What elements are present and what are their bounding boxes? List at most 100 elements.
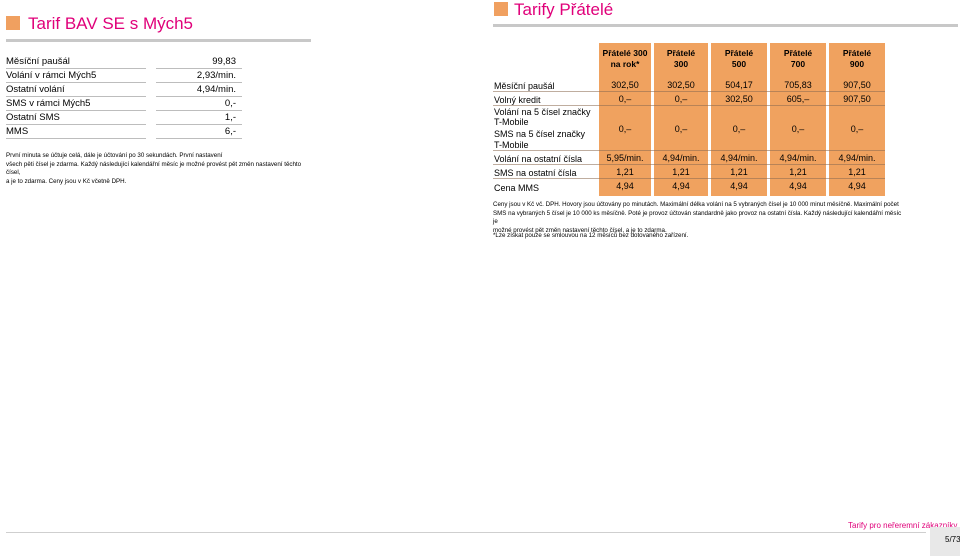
- row-divider: [6, 82, 146, 83]
- cell-value: 5,95/min.: [606, 153, 644, 163]
- right-note: Ceny jsou v Kč vč. DPH. Hovory jsou účto…: [493, 201, 903, 235]
- row-label: T-Mobile: [494, 140, 529, 150]
- note-line: Ceny jsou v Kč vč. DPH. Hovory jsou účto…: [493, 201, 899, 208]
- row-label: T-Mobile: [494, 117, 529, 127]
- note-line: a je to zdarma. Ceny jsou v Kč včetně DP…: [6, 177, 127, 185]
- value-divider: [156, 138, 242, 139]
- cell-value: 0,–: [791, 124, 805, 134]
- cell-value: 4,94: [616, 181, 634, 191]
- row-label: SMS na 5 čísel značky: [494, 129, 586, 139]
- value-divider: [156, 124, 242, 125]
- footnote: *Lze získat pouze se smlouvou na 12 měsí…: [493, 232, 689, 239]
- note-line: SMS na vybraných 5 čísel je 10 000 ks mě…: [493, 209, 902, 226]
- column-header-line: na rok*: [610, 58, 640, 69]
- title-square-icon: [6, 16, 20, 30]
- row-label: Ostatní volání: [6, 84, 65, 95]
- column-header-line: Přátelé: [666, 48, 696, 58]
- row-divider: [6, 96, 146, 97]
- row-divider: [6, 138, 146, 139]
- cell-value: 1,21: [672, 167, 690, 177]
- right-title-divider: [493, 24, 958, 27]
- footer-link[interactable]: Tarify pro neřeremní zákazníky: [848, 521, 958, 530]
- row-divider: [6, 124, 146, 125]
- cell-value: 605,–: [786, 94, 810, 104]
- value-divider: [156, 68, 242, 69]
- value-divider: [156, 96, 242, 97]
- column-header: Přátelé 900: [829, 48, 885, 69]
- row-value: 2,93/min.: [196, 70, 236, 81]
- cell-value: 4,94/min.: [838, 153, 876, 163]
- right-title: Tarify Přátelé: [514, 0, 614, 19]
- table-row: Volání v rámci Mých5 2,93/min.: [6, 69, 242, 83]
- cell-value: 302,50: [667, 80, 695, 90]
- left-title-divider: [6, 39, 311, 42]
- cell-value: 0,–: [850, 124, 864, 134]
- row-divider: [6, 110, 146, 111]
- column-header-line: Přátelé: [842, 48, 872, 58]
- row-divider: [493, 105, 885, 106]
- row-label: SMS na ostatní čísla: [494, 168, 577, 178]
- cell-value: 0,–: [732, 124, 746, 134]
- cell-value: 4,94: [789, 181, 807, 191]
- cell-value: 1,21: [616, 167, 634, 177]
- row-value: 0,-: [224, 98, 236, 109]
- row-label: Ostatní SMS: [6, 112, 60, 123]
- left-title: Tarif BAV SE s Mých5: [28, 14, 194, 33]
- row-label: Měsíční paušál: [494, 81, 555, 91]
- cell-value: 4,94/min.: [662, 153, 700, 163]
- row-value: 99,83: [212, 56, 236, 67]
- cell-value: 1,21: [848, 167, 866, 177]
- cell-value: 4,94: [848, 181, 866, 191]
- row-value: 1,-: [224, 112, 236, 123]
- column-header: Přátelé 300: [654, 48, 708, 69]
- left-note: První minuta se účtuje celá, dále je účt…: [6, 152, 306, 186]
- cell-value: 0,–: [618, 94, 632, 104]
- row-label: Cena MMS: [494, 183, 540, 193]
- row-label: SMS v rámci Mých5: [6, 98, 91, 109]
- cell-value: 4,94/min.: [779, 153, 817, 163]
- column-bg: [829, 43, 885, 196]
- cell-value: 4,94: [730, 181, 748, 191]
- cell-value: 4,94: [672, 181, 690, 191]
- column-header-line: Přátelé 300: [602, 48, 648, 58]
- row-label: Měsíční paušál: [6, 56, 70, 67]
- cell-value: 302,50: [611, 80, 639, 90]
- cell-value: 705,83: [784, 80, 812, 90]
- table-row: MMS 6,-: [6, 125, 242, 139]
- cell-value: 1,21: [730, 167, 748, 177]
- row-label: Volání na 5 čísel značky: [494, 107, 591, 117]
- cell-value: 504,17: [725, 80, 753, 90]
- cell-value: 0,–: [674, 124, 688, 134]
- cell-value: 907,50: [843, 94, 871, 104]
- table-row: Ostatní SMS 1,-: [6, 111, 242, 125]
- column-header-line: 700: [790, 58, 806, 69]
- row-divider: [493, 178, 885, 179]
- row-label: MMS: [6, 126, 29, 137]
- value-divider: [156, 82, 242, 83]
- table-row: Měsíční paušál 99,83: [6, 55, 242, 69]
- cell-value: 907,50: [843, 80, 871, 90]
- row-label: Volání v rámci Mých5: [6, 70, 97, 81]
- cell-value: 302,50: [725, 94, 753, 104]
- page-number-box: [930, 527, 960, 556]
- column-header-line: 500: [731, 58, 747, 69]
- note-line: všech pěti čísel je zdarma. Každý násled…: [6, 160, 302, 177]
- column-bg: [599, 43, 651, 196]
- cell-value: 0,–: [674, 94, 688, 104]
- row-label: Volání na ostatní čísla: [494, 154, 583, 164]
- row-divider: [493, 150, 885, 151]
- row-value: 6,-: [224, 126, 236, 137]
- row-divider: [6, 68, 146, 69]
- title-square-icon: [494, 2, 508, 16]
- column-header: Přátelé 700: [770, 48, 826, 69]
- column-header: Přátelé 300 na rok*: [599, 48, 651, 69]
- cell-value: 0,–: [618, 124, 632, 134]
- note-line: První minuta se účtuje celá, dále je účt…: [6, 152, 223, 159]
- left-tariff-table: Měsíční paušál 99,83 Volání v rámci Mých…: [6, 55, 242, 139]
- column-bg: [711, 43, 767, 196]
- column-header: Přátelé 500: [711, 48, 767, 69]
- value-divider: [156, 110, 242, 111]
- row-value: 4,94/min.: [196, 84, 236, 95]
- note-line: možné provést pět změn nastavení těchto …: [493, 226, 667, 234]
- column-header-line: Přátelé: [724, 48, 754, 58]
